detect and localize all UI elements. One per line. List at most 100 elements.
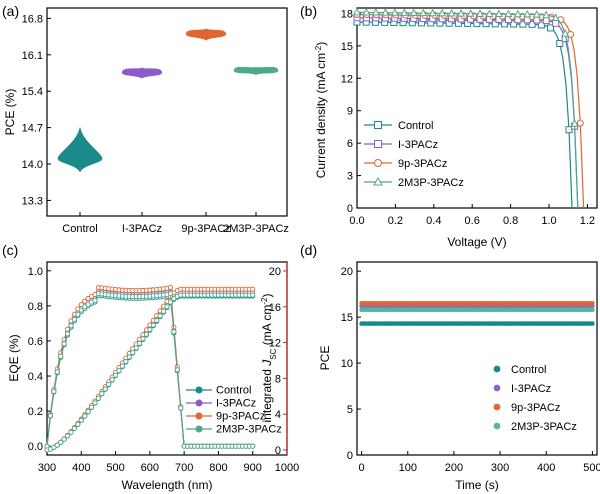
panel-a-xtick-label: 2M3P-3PACz: [223, 223, 289, 235]
eqe-point-2M3P-3PACz: [51, 388, 57, 395]
jv-point-2M3P-3PACz: [428, 8, 437, 17]
legend-marker-Control: [195, 386, 203, 394]
legend-marker-9p-3PACz: [493, 403, 501, 411]
jv-line-9p-3PACz: [357, 13, 585, 209]
panel-c-ytick-label: 0.6: [28, 336, 43, 348]
panel-c-ytick-label: 0.8: [28, 301, 43, 313]
legend-marker-2M3P-3PACz: [493, 422, 501, 430]
jsc-point-2M3P-3PACz: [171, 296, 177, 302]
panel-c-ylabel: EQE (%): [7, 334, 21, 381]
legend-marker-Control: [493, 365, 501, 373]
jv-point-Control: [519, 20, 527, 28]
panel-d-frame: [356, 261, 598, 456]
panel-a-ytick-label: 14.7: [22, 123, 43, 135]
jv-line-2M3P-3PACz: [356, 11, 579, 209]
panel-c-ytick-right-label: 0: [275, 445, 281, 457]
panel-b-xtick-label: 0.2: [388, 215, 403, 227]
jv-point-2M3P-3PACz: [362, 7, 371, 16]
jsc-point-2M3P-3PACz: [71, 425, 77, 431]
panel-c-ytick-right-label: 20: [269, 266, 281, 278]
panel-b-xtick-label: 0.6: [465, 215, 480, 227]
eqe-point-2M3P-3PACz: [71, 316, 77, 322]
jv-point-2M3P-3PACz: [551, 13, 560, 21]
eqe-point-9p-3PACz: [167, 284, 173, 290]
panel-label-b: (b): [300, 3, 317, 19]
violin-9p-3PACz: [185, 28, 227, 41]
eqe-point-2M3P-3PACz: [92, 297, 98, 303]
legend-label-Control: Control: [216, 385, 251, 397]
panel-c-ytick-right-label: 8: [275, 373, 281, 385]
jv-point-2M3P-3PACz: [400, 8, 409, 16]
panel-c-xtick-label: 400: [72, 462, 90, 474]
panel-b-ytick-label: 12: [341, 73, 353, 85]
panel-d-xtick-label: 100: [399, 462, 417, 474]
panel-c-ytick-label: 0.2: [28, 406, 43, 418]
jv-point-2M3P-3PACz: [466, 9, 475, 17]
eqe-point-2M3P-3PACz: [250, 443, 256, 449]
legend-label-9p-3PACz: 9p-3PACz: [398, 158, 447, 170]
jv-point-2M3P-3PACz: [371, 7, 380, 16]
legend-label-I-3PACz: I-3PACz: [398, 139, 438, 151]
legend-label-9p-3PACz: 9p-3PACz: [216, 411, 265, 423]
jv-point-Control: [547, 24, 555, 32]
eqe-point-2M3P-3PACz: [78, 307, 84, 313]
jv-point-2M3P-3PACz: [532, 10, 541, 18]
eqe-point-2M3P-3PACz: [54, 369, 60, 375]
jsc-point-2M3P-3PACz: [58, 439, 64, 445]
jsc-point-2M3P-3PACz: [150, 322, 156, 328]
legend-marker-I-3PACz: [374, 140, 382, 148]
legend-label-Control: Control: [398, 120, 433, 132]
jsc-point-2M3P-3PACz: [157, 313, 163, 319]
jsc-point-2M3P-3PACz: [154, 317, 160, 324]
jv-point-2M3P-3PACz: [409, 8, 418, 17]
jsc-point-2M3P-3PACz: [68, 429, 74, 435]
panel-c-xtick-label: 900: [244, 462, 262, 474]
panel-b-xlabel: Voltage (V): [447, 235, 506, 249]
panel-a-ytick-label: 16.1: [22, 50, 43, 62]
jv-point-2M3P-3PACz: [475, 9, 485, 17]
panel-c-ytick-label: 0.0: [28, 441, 43, 453]
jsc-point-2M3P-3PACz: [78, 417, 84, 423]
jsc-point-2M3P-3PACz: [54, 442, 60, 448]
jsc-point-2M3P-3PACz: [89, 404, 95, 410]
panel-b-xtick-label: 0.4: [426, 215, 441, 227]
panel-label-d: (d): [300, 242, 317, 258]
panel-a-ytick-label: 13.3: [22, 195, 43, 207]
jv-point-2M3P-3PACz: [352, 7, 362, 16]
panel-d-ytick-label: 5: [347, 404, 353, 416]
eqe-point-2M3P-3PACz: [61, 341, 67, 347]
eqe-point-2M3P-3PACz: [65, 331, 71, 337]
eqe-point-9p-3PACz: [78, 302, 84, 308]
jsc-point-2M3P-3PACz: [65, 433, 71, 439]
panel-c-xtick-label: 600: [141, 462, 159, 474]
legend-marker-9p-3PACz: [374, 159, 382, 167]
eqe-point-2M3P-3PACz: [82, 304, 88, 310]
pce-point-9p-3PACz: [590, 301, 595, 306]
jv-line-I-3PACz: [356, 17, 579, 209]
violin-I-3PACz: [121, 67, 163, 79]
panel-b-ytick-label: 3: [347, 171, 353, 183]
jsc-point-2M3P-3PACz: [99, 391, 105, 397]
panel-c-xtick-label: 300: [38, 462, 56, 474]
panel-d-xtick-label: 0: [359, 462, 365, 474]
panel-c-ytick-label: 0.4: [28, 371, 43, 383]
panel-a-xtick-label: Control: [62, 223, 97, 235]
jv-point-2M3P-3PACz: [390, 8, 399, 16]
panel-c-ytick-right-label: 16: [269, 302, 281, 314]
jv-point-2M3P-3PACz: [494, 9, 503, 18]
eqe-point-2M3P-3PACz: [171, 329, 177, 335]
eqe-point-9p-3PACz: [85, 295, 91, 302]
jsc-point-2M3P-3PACz: [147, 327, 153, 333]
jv-point-Control: [500, 20, 508, 28]
eqe-point-9p-3PACz: [82, 298, 88, 304]
jsc-point-9p-3PACz: [250, 286, 256, 292]
jv-point-Control: [556, 40, 564, 48]
jv-point-2M3P-3PACz: [485, 9, 494, 17]
panel-c-xtick-label: 1000: [275, 462, 299, 474]
pce-point-Control: [590, 321, 595, 326]
jv-point-2M3P-3PACz: [438, 8, 447, 17]
eqe-point-2M3P-3PACz: [58, 353, 64, 359]
eqe-point-2M3P-3PACz: [75, 311, 81, 317]
jsc-point-2M3P-3PACz: [61, 436, 67, 442]
